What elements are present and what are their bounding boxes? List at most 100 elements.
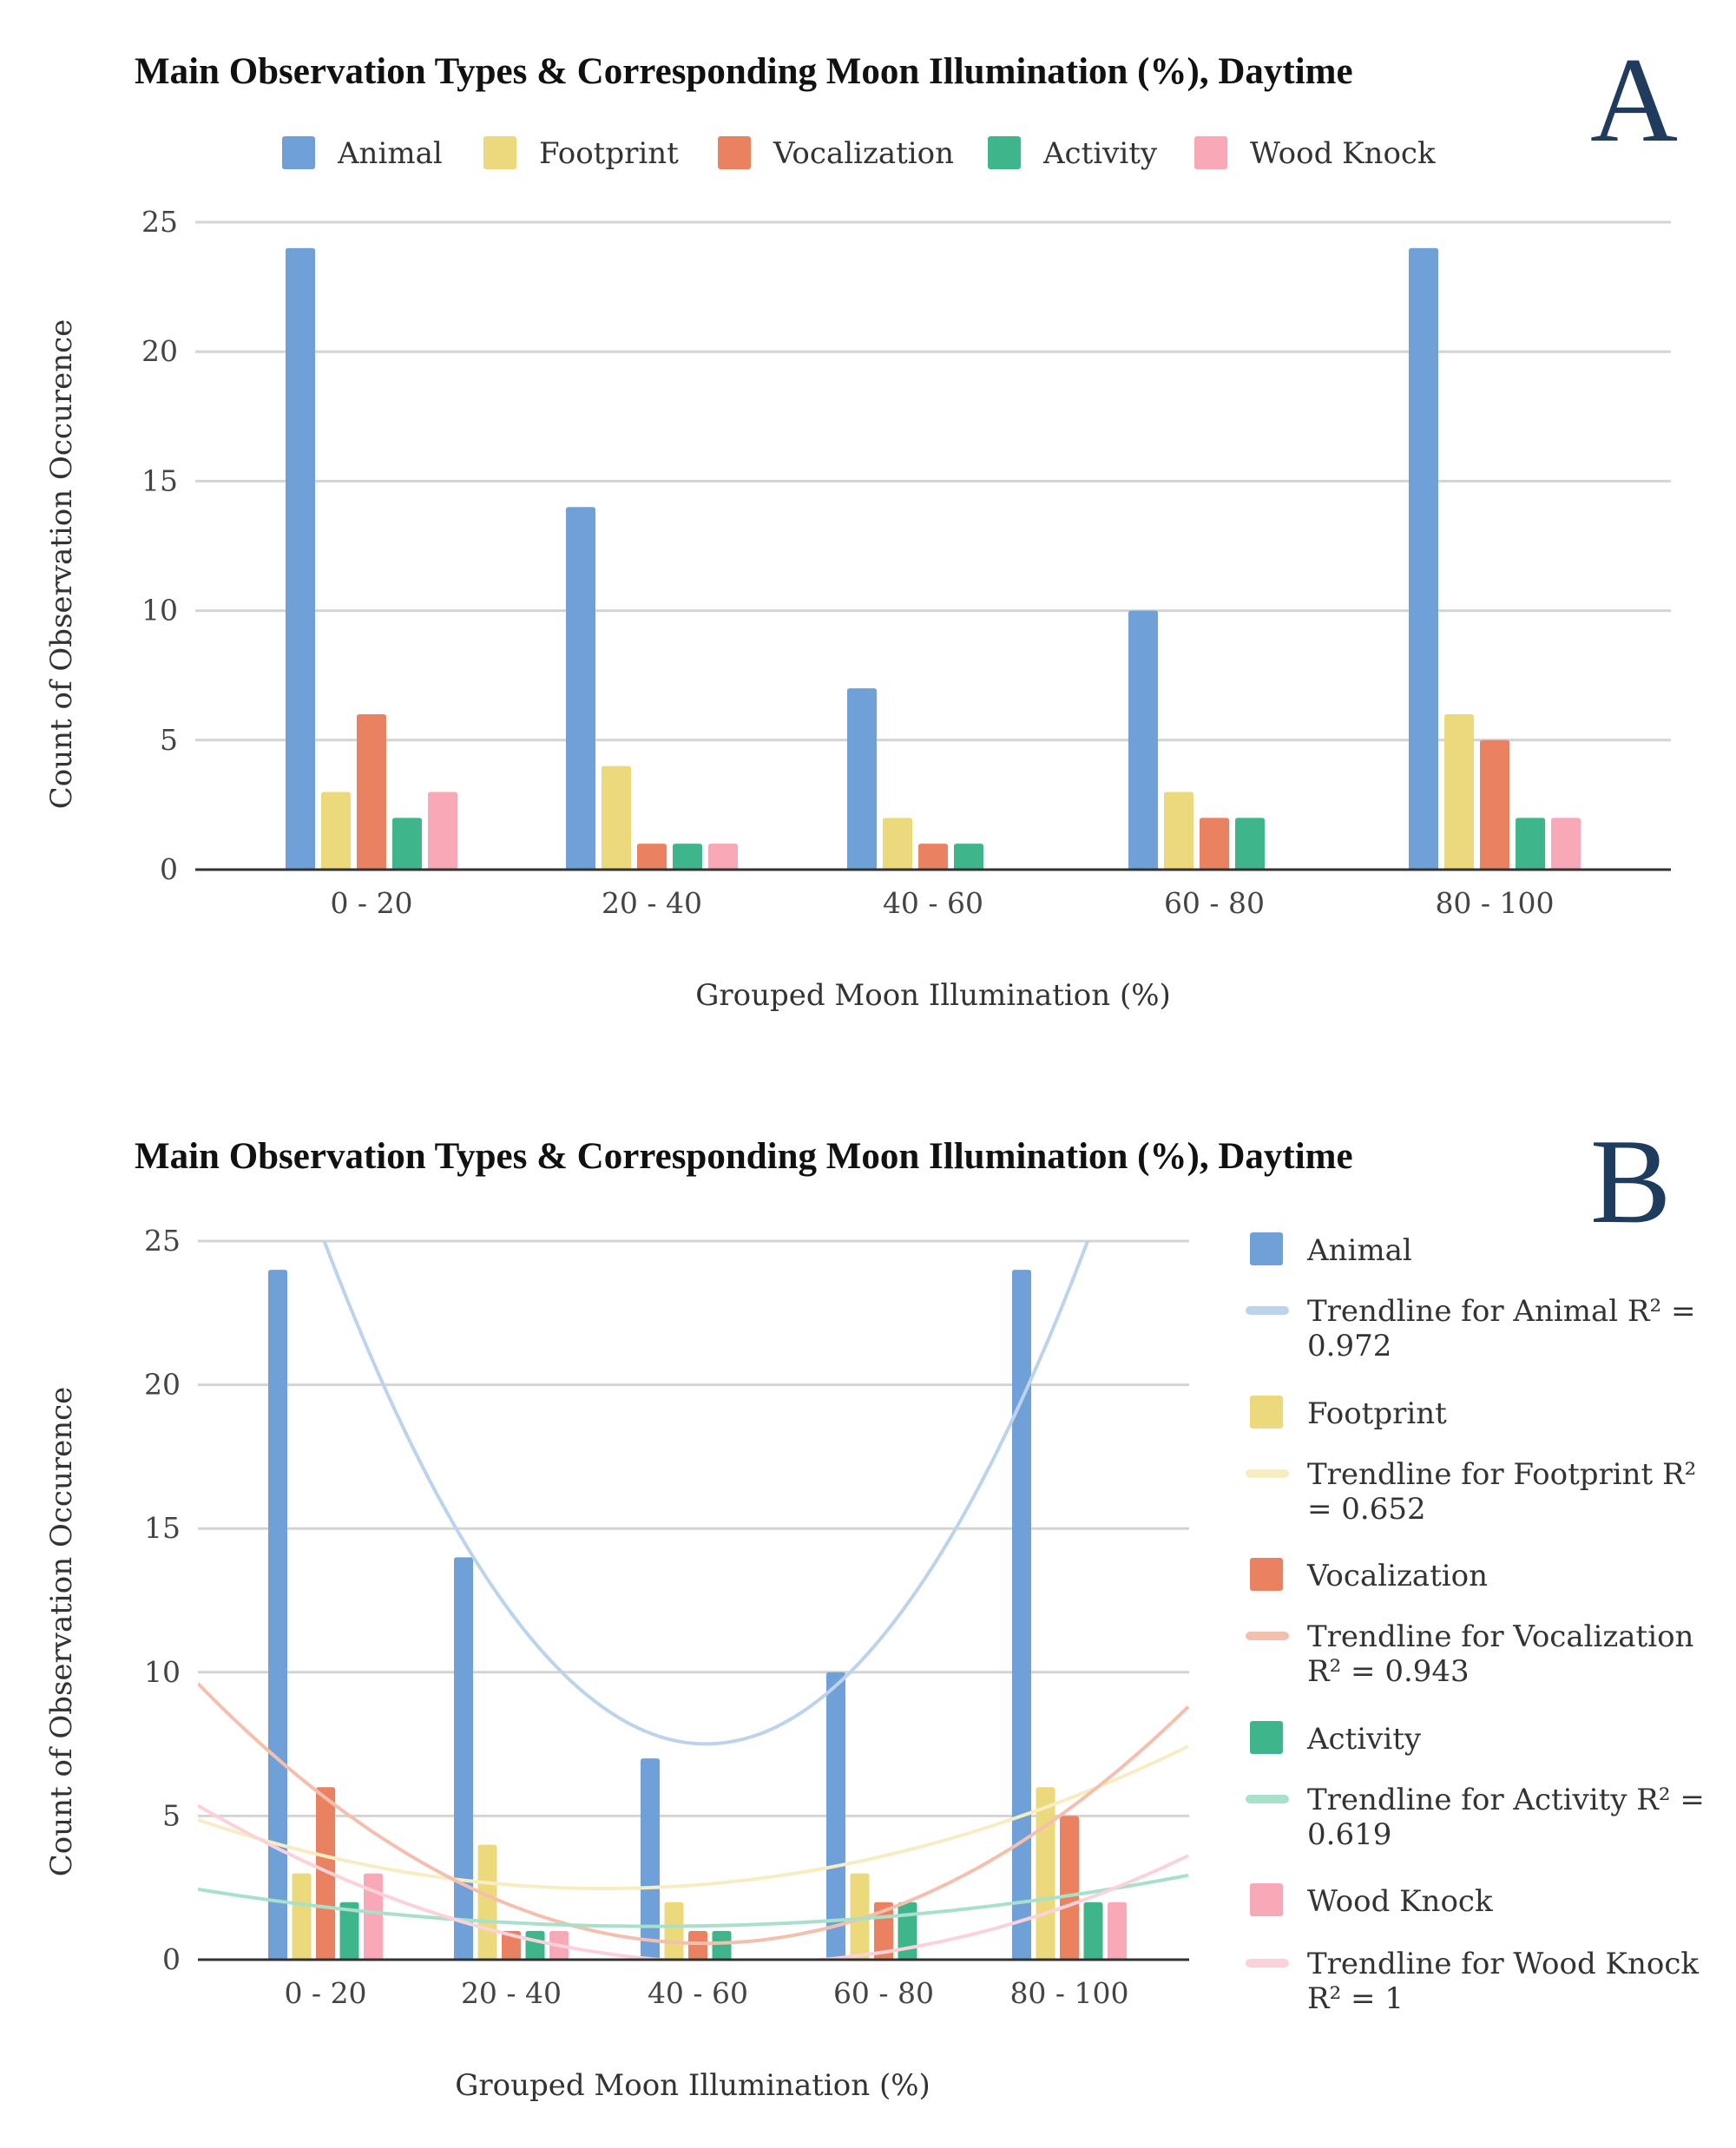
y-tick-label: 25 — [141, 205, 178, 239]
bar-vocalization-0-20 — [357, 713, 386, 870]
panel-b-letter: B — [1590, 1114, 1671, 1249]
trendline-wood-knock — [198, 1803, 1189, 1960]
bar-wood-knock-0-20 — [364, 1873, 383, 1960]
panel-b-y-ticks: 0 5 10 15 20 25 — [144, 1224, 181, 1976]
bar-vocalization-20-40 — [637, 844, 667, 870]
panel-a-y-axis-label: Count of Observation Occurence — [44, 319, 79, 810]
legend-swatch-vocalization — [718, 136, 751, 169]
bar-animal-40-60 — [641, 1758, 660, 1960]
bar-vocalization-80-100 — [1060, 1816, 1079, 1960]
legend-swatch-wood-knock — [1250, 1883, 1283, 1916]
y-tick-label: 5 — [162, 1798, 181, 1832]
y-tick-label: 20 — [144, 1368, 181, 1402]
bar-footprint-0-20 — [321, 792, 351, 870]
bar-activity-0-20 — [392, 818, 422, 870]
legend-label-wood-knock: Wood Knock — [1307, 1884, 1493, 1919]
panel-a-y-ticks: 0 5 10 15 20 25 — [141, 205, 178, 886]
panel-b-legend: Animal Trendline for Animal R² = 0.972 F… — [1246, 1232, 1714, 2016]
legend-label-animal: Animal — [1306, 1233, 1412, 1268]
bar-animal-20-40 — [566, 507, 595, 870]
legend-label-activity: Activity — [1306, 1722, 1422, 1757]
legend-label-activity: Activity — [1042, 136, 1158, 171]
bar-vocalization-20-40 — [502, 1930, 521, 1960]
legend-trend-label-animal-l2: 0.972 — [1307, 1329, 1391, 1363]
panel-a-x-axis-label: Grouped Moon Illumination (%) — [695, 978, 1171, 1013]
y-tick-label: 10 — [144, 1655, 181, 1689]
panel-a-letter: A — [1590, 33, 1678, 168]
x-tick-label: 80 - 100 — [1009, 1976, 1128, 2010]
legend-trend-label-activity: Trendline for Activity R² = 0.619 — [1307, 1783, 1714, 1852]
legend-swatch-footprint — [483, 136, 516, 169]
bar-footprint-60-80 — [850, 1873, 870, 1960]
panel-b-gridlines — [198, 1239, 1189, 1817]
x-tick-label: 60 - 80 — [833, 1976, 934, 2010]
bar-vocalization-40-60 — [918, 844, 948, 870]
panel-b-x-axis-label: Grouped Moon Illumination (%) — [455, 2068, 930, 2103]
trendline-activity — [198, 1873, 1189, 1928]
x-tick-label: 20 - 40 — [461, 1976, 562, 2010]
x-tick-label: 20 - 40 — [602, 886, 702, 920]
legend-label-vocalization: Vocalization — [1306, 1559, 1488, 1593]
trendline-vocalization — [198, 1682, 1189, 1946]
bar-footprint-60-80 — [1164, 792, 1194, 870]
legend-trend-label-wood-knock-l2: R² = 1 — [1307, 1981, 1404, 2016]
x-tick-label: 0 - 20 — [330, 886, 412, 920]
panel-b-title: Main Observation Types & Corresponding M… — [135, 1136, 1353, 1177]
bar-animal-0-20 — [268, 1270, 287, 1960]
y-tick-label: 5 — [160, 723, 178, 757]
y-tick-label: 15 — [144, 1511, 181, 1545]
bar-footprint-40-60 — [883, 818, 912, 870]
legend-trend-label-wood-knock: Trendline for Wood Knock R² = 1 — [1307, 1947, 1708, 2016]
legend-swatch-footprint — [1250, 1396, 1283, 1429]
bar-wood-knock-80-100 — [1108, 1902, 1127, 1960]
y-tick-label: 0 — [160, 852, 178, 886]
legend-trend-label-footprint-l1: Trendline for Footprint R² — [1307, 1457, 1696, 1492]
x-tick-label: 40 - 60 — [883, 886, 983, 920]
legend-swatch-wood-knock — [1194, 136, 1227, 169]
legend-swatch-vocalization — [1250, 1558, 1283, 1591]
y-tick-label: 0 — [162, 1942, 181, 1976]
legend-label-wood-knock: Wood Knock — [1250, 136, 1436, 171]
panel-b-y-axis-label: Count of Observation Occurence — [44, 1387, 79, 1877]
bar-animal-40-60 — [847, 688, 877, 870]
legend-trend-label-wood-knock-l1: Trendline for Wood Knock — [1307, 1947, 1699, 1981]
panel-a-x-ticks: 0 - 20 20 - 40 40 - 60 60 - 80 80 - 100 — [330, 886, 1554, 920]
panel-a-legend: Animal Footprint Vocalization Activity W… — [282, 136, 1436, 171]
panel-a-gridlines — [195, 220, 1671, 742]
legend-label-animal: Animal — [337, 136, 443, 171]
bar-vocalization-60-80 — [1200, 818, 1229, 870]
x-tick-label: 0 - 20 — [284, 1976, 366, 2010]
trendline-animal — [322, 1241, 1090, 1746]
x-tick-label: 60 - 80 — [1164, 886, 1265, 920]
legend-trend-label-vocalization-l2: R² = 0.943 — [1307, 1654, 1470, 1689]
bar-activity-20-40 — [673, 844, 702, 870]
bar-activity-60-80 — [1235, 818, 1265, 870]
bar-footprint-80-100 — [1444, 713, 1474, 870]
legend-swatch-activity — [988, 136, 1021, 169]
legend-trend-label-animal: Trendline for Animal R² = 0.972 — [1307, 1294, 1705, 1363]
bar-animal-80-100 — [1409, 247, 1438, 870]
bar-animal-20-40 — [454, 1557, 473, 1960]
legend-trend-label-animal-l1: Trendline for Animal R² = — [1307, 1294, 1695, 1329]
bar-animal-60-80 — [1128, 610, 1158, 870]
bar-vocalization-40-60 — [688, 1930, 707, 1960]
legend-label-footprint: Footprint — [1307, 1396, 1447, 1431]
y-tick-label: 10 — [141, 594, 178, 627]
y-tick-label: 20 — [141, 334, 178, 368]
bar-activity-80-100 — [1516, 818, 1545, 870]
legend-swatch-animal — [282, 136, 315, 169]
panel-a-bars — [286, 247, 1581, 870]
panel-a-title: Main Observation Types & Corresponding M… — [135, 51, 1353, 92]
bar-activity-40-60 — [954, 844, 983, 870]
bar-footprint-20-40 — [602, 765, 631, 870]
x-tick-label: 40 - 60 — [648, 1976, 748, 2010]
panel-b: Main Observation Types & Corresponding M… — [44, 1114, 1714, 2103]
bar-wood-knock-0-20 — [428, 792, 457, 870]
legend-trend-label-footprint: Trendline for Footprint R² = 0.652 — [1307, 1457, 1706, 1527]
y-tick-label: 15 — [141, 463, 178, 497]
bar-footprint-40-60 — [664, 1902, 684, 1960]
bar-activity-80-100 — [1083, 1902, 1103, 1960]
y-tick-label: 25 — [144, 1224, 181, 1258]
bar-footprint-80-100 — [1036, 1787, 1055, 1960]
